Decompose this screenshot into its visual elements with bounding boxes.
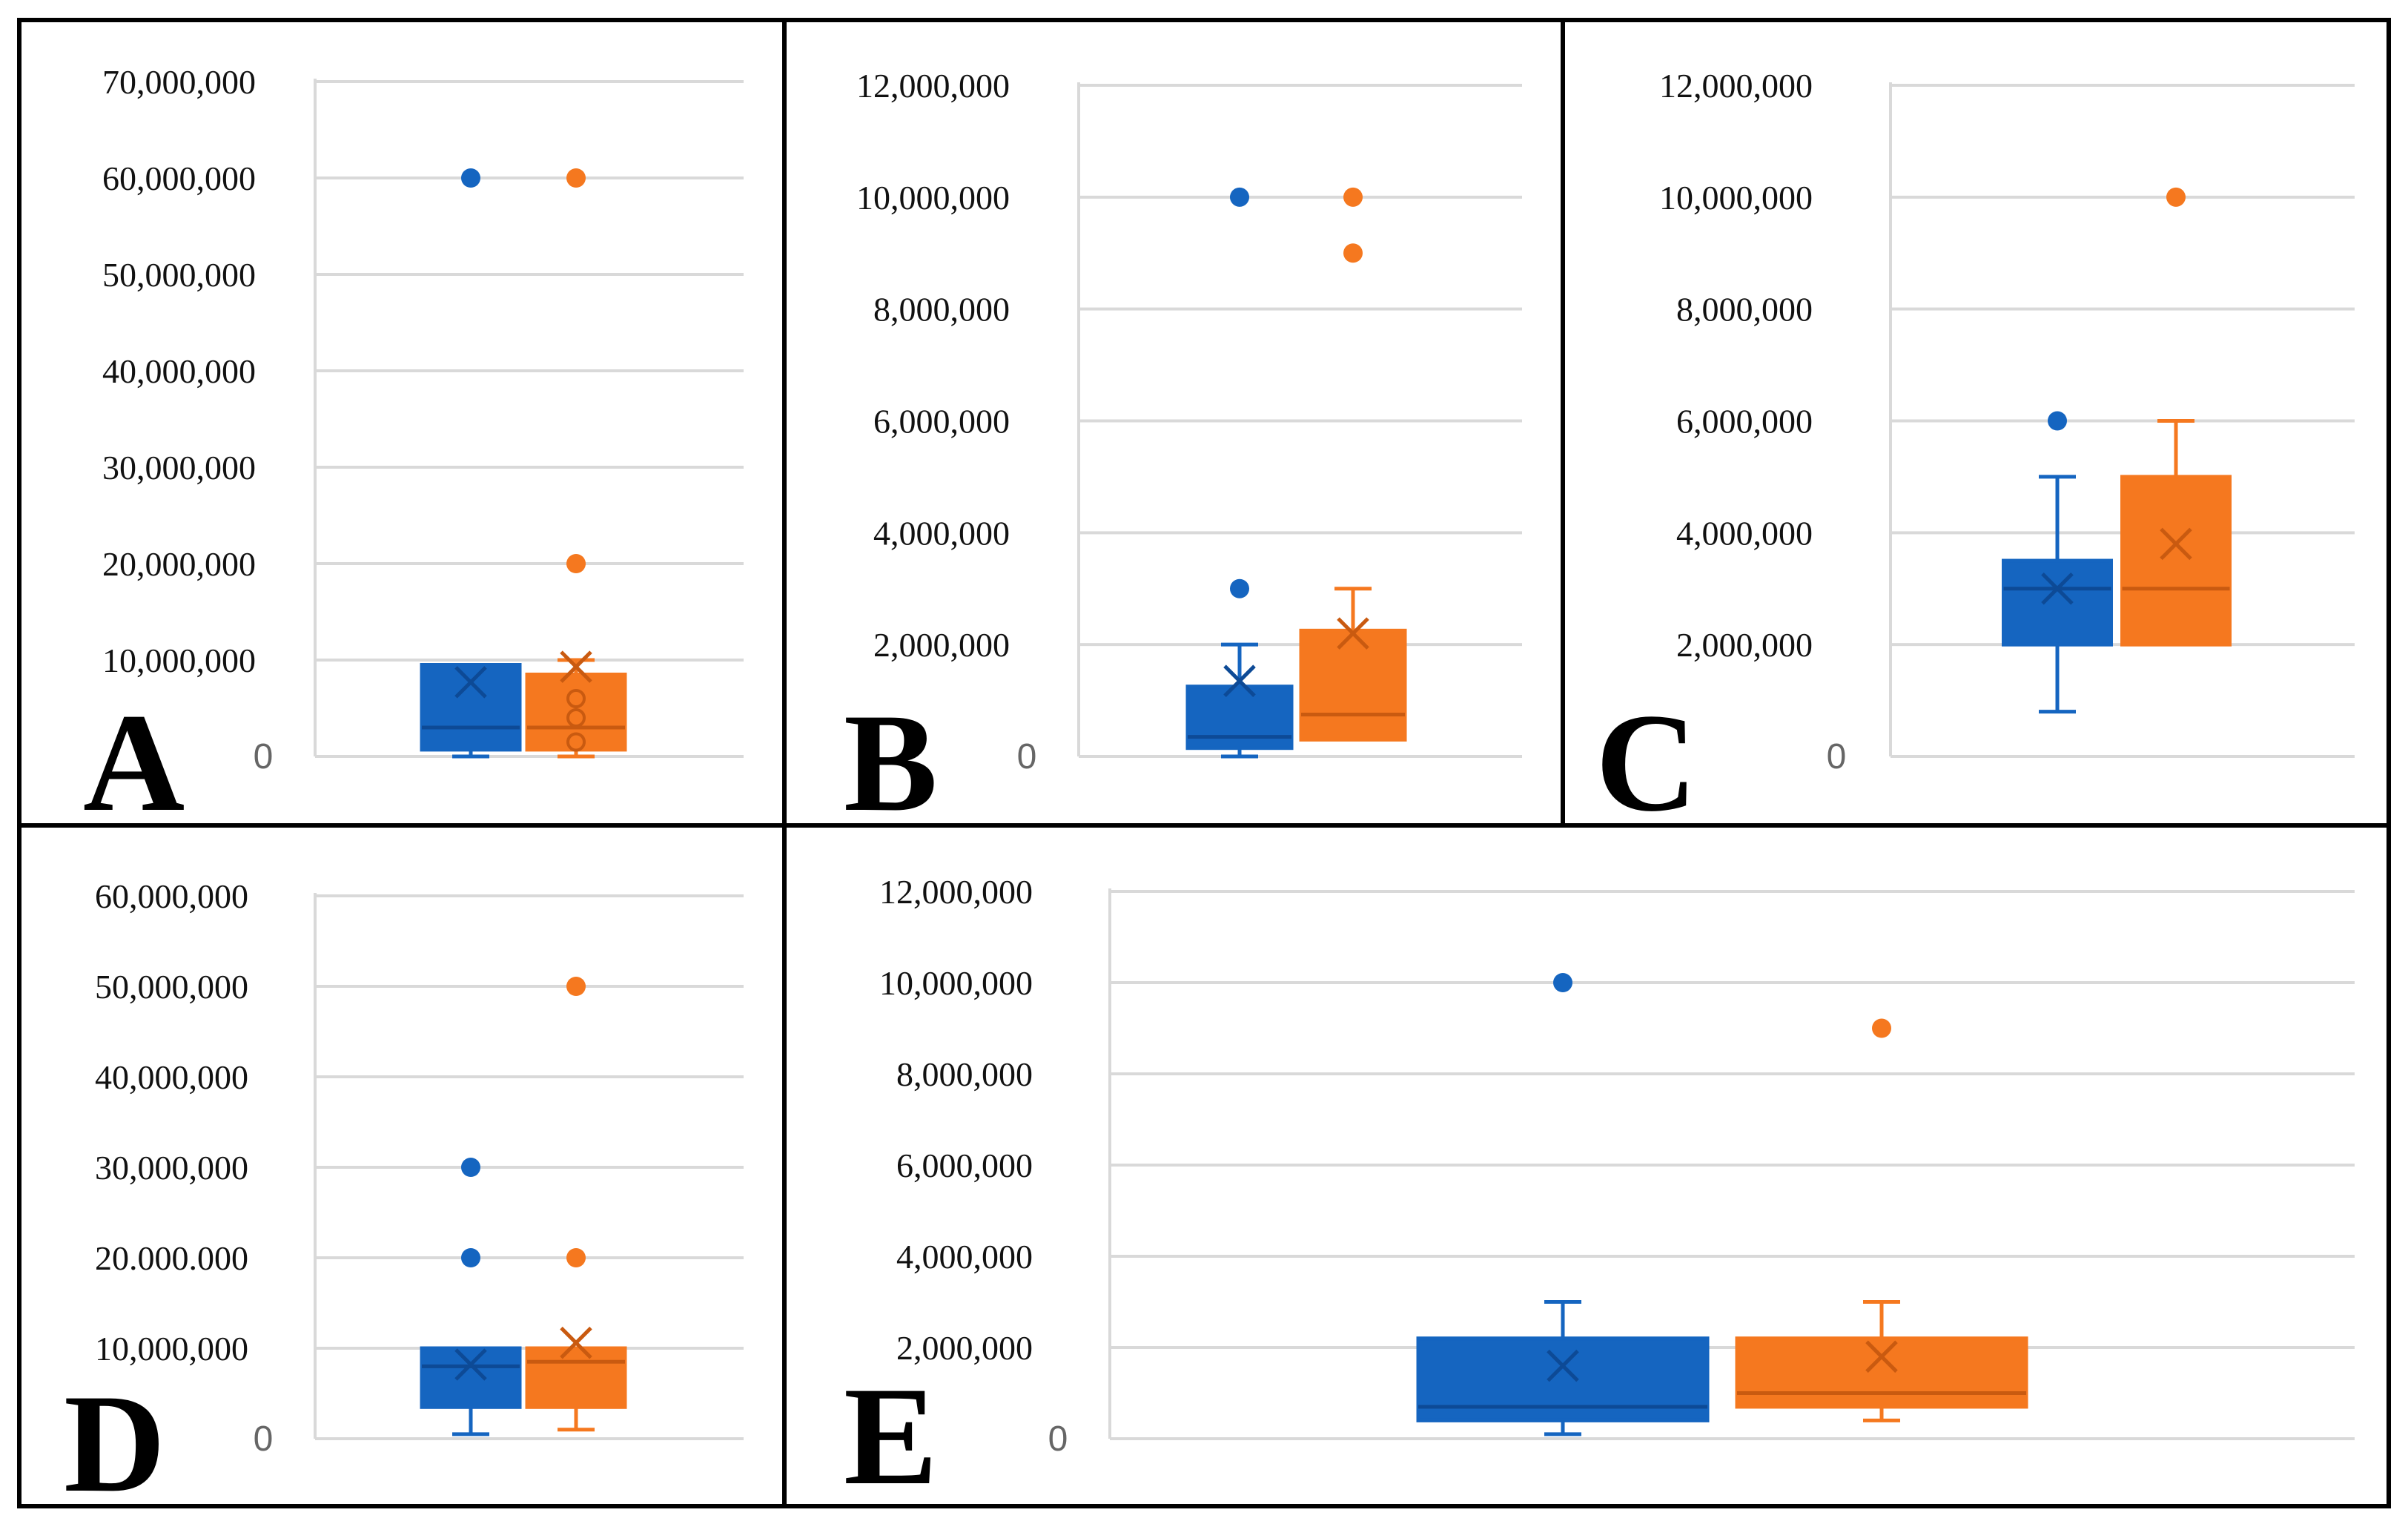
mean-marker-d-series-1 [454,1348,487,1381]
box-d-series-2 [525,1346,627,1409]
panel-b: 0 2,000,000 4,000,000 6,000,000 8,000,000 10,… [844,67,1522,841]
y-tick-label-c: 10,000,000 [1659,179,1813,217]
panel-a: 0 10,000,000 20,000,000 30,000,000 40,000,00… [83,63,744,841]
y-tick-label-a: 0 [254,737,274,776]
outlier-a-series-2 [566,554,586,573]
y-tick-label-b: 4,000,000 [873,514,1010,552]
outlier-b-series-2 [1343,243,1363,263]
outlier-b-series-2 [1343,187,1363,207]
mean-marker-b-series-2 [1337,617,1369,650]
panel-letter-c: C [1595,685,1697,841]
outlier-a-series-1 [461,168,480,188]
outlier-e-series-2 [1872,1018,1891,1038]
figure-frame [17,18,2391,1508]
outlier-c-series-2 [2166,187,2186,207]
outlier-d-series-2 [566,977,586,996]
y-tick-label-d: 10,000,000 [95,1330,248,1368]
outlier-b-series-1 [1230,187,1249,207]
y-tick-label-e: 0 [1048,1419,1068,1459]
y-tick-label-c: 6,000,000 [1676,403,1813,441]
y-tick-label-e: 6,000,000 [896,1147,1033,1184]
mean-marker-c-series-1 [2041,572,2074,605]
y-tick-label-a: 30,000,000 [102,449,256,486]
y-tick-label-c: 12,000,000 [1659,67,1813,105]
mean-marker-a-series-1 [454,666,487,699]
box-a-series-1 [420,663,522,752]
mean-marker-e-series-1 [1547,1349,1579,1382]
y-tick-label-b: 10,000,000 [856,179,1010,217]
inner-point-a-series-2 [566,732,586,752]
box-c-series-1 [2002,558,2113,647]
box-c-series-2 [2120,475,2232,647]
y-tick-label-b: 12,000,000 [856,67,1010,105]
outlier-a-series-2 [566,168,586,188]
mean-marker-b-series-1 [1223,664,1256,697]
y-tick-label-d: 0 [254,1419,274,1459]
y-tick-label-a: 10,000,000 [102,641,256,679]
mean-marker-e-series-2 [1865,1340,1898,1373]
y-tick-label-a: 60,000,000 [102,159,256,197]
box-d-series-1 [420,1346,522,1409]
inner-point-a-series-2 [566,708,586,728]
panel-letter-b: B [844,685,938,841]
y-tick-label-b: 0 [1017,737,1037,776]
box-b-series-1 [1185,685,1294,751]
y-tick-label-a: 20,000,000 [102,545,256,583]
inner-point-a-series-2 [566,689,586,708]
y-tick-label-e: 10,000,000 [879,964,1033,1002]
y-tick-label-e: 8,000,000 [896,1055,1033,1093]
panel-letter-e: E [844,1359,938,1514]
y-tick-label-c: 0 [1827,737,1847,776]
y-tick-label-c: 8,000,000 [1676,291,1813,329]
outlier-b-series-1 [1230,578,1249,598]
y-tick-label-e: 12,000,000 [879,873,1033,911]
outlier-c-series-1 [2048,411,2067,431]
y-tick-label-d: 40,000,000 [95,1058,248,1096]
panel-e: 0 2,000,000 4,000,000 6,000,000 8,000,000 10,… [844,873,2355,1514]
mean-marker-a-series-2 [560,650,592,683]
outlier-d-series-2 [566,1248,586,1267]
y-tick-label-a: 50,000,000 [102,256,256,294]
box-b-series-2 [1299,628,1407,742]
y-tick-label-c: 2,000,000 [1676,626,1813,664]
outlier-e-series-1 [1553,973,1572,992]
outlier-d-series-1 [461,1248,480,1267]
panel-letter-d: D [64,1366,165,1522]
y-tick-label-d: 60,000,000 [95,877,248,915]
outlier-d-series-1 [461,1158,480,1177]
y-tick-label-d: 30,000,000 [95,1149,248,1187]
box-e-series-2 [1735,1336,2028,1409]
y-tick-label-b: 2,000,000 [873,626,1010,664]
y-tick-label-d: 50,000,000 [95,968,248,1006]
mean-marker-d-series-2 [560,1326,592,1359]
box-a-series-2 [525,673,627,752]
y-tick-label-b: 8,000,000 [873,291,1010,329]
y-tick-label-e: 2,000,000 [896,1329,1033,1367]
panel-c: 0 2,000,000 4,000,000 6,000,000 8,000,000 10,… [1595,67,2355,841]
panel-d: 0 10,000,000 20.000.000 30,000,000 40,000,00… [64,877,744,1522]
y-tick-label-d: 20.000.000 [95,1239,248,1277]
mean-marker-c-series-2 [2160,527,2192,561]
y-tick-label-b: 6,000,000 [873,403,1010,441]
panel-letter-a: A [83,685,185,841]
y-tick-label-e: 4,000,000 [896,1238,1033,1276]
y-tick-label-a: 70,000,000 [102,63,256,101]
y-tick-label-c: 4,000,000 [1676,514,1813,552]
y-tick-label-a: 40,000,000 [102,352,256,390]
